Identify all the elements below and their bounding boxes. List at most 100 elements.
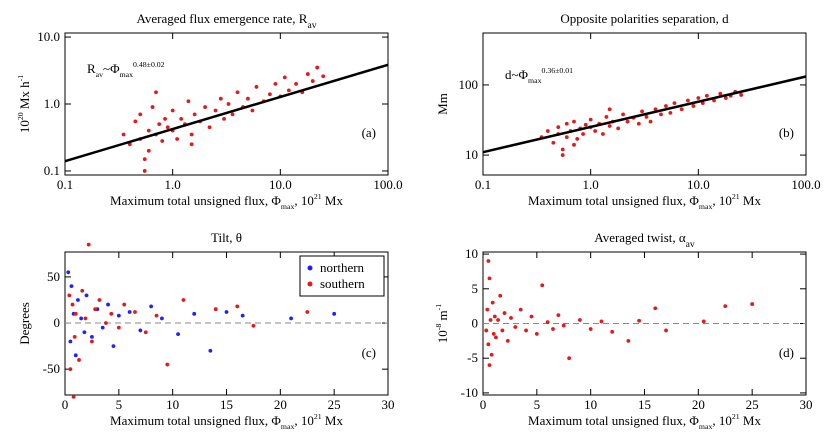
data-point [486,342,491,347]
data-point [67,293,72,298]
legend-label: northern [320,260,365,275]
fit-line [64,63,389,163]
data-point [498,293,503,298]
data-point [588,327,593,331]
data-point [640,109,644,114]
data-point [626,338,631,343]
panel-label: (b) [779,125,794,140]
data-point [700,101,705,106]
data-point [486,259,491,263]
data-point [593,129,598,133]
y-axis-title-part: 10 [17,120,32,133]
x-axis-title-part: , 10 [294,413,314,428]
data-point [653,107,658,112]
x-axis-title-part: Maximum total unsigned flux, Φ [528,413,699,428]
x-tick-label: 25 [328,397,341,412]
plot-frame [482,32,807,176]
data-point [581,132,585,136]
data-point [73,311,78,316]
y-axis-title-part: Mm [435,93,450,115]
data-point [254,85,259,89]
panel-title: Tilt, θ [211,230,242,245]
data-point [71,394,76,399]
data-point [163,116,167,121]
data-point [150,105,155,109]
y-axis-title-part: -8 [434,324,443,331]
fit-annotation-part: max [120,70,134,79]
data-point [80,288,85,293]
data-point [76,298,80,302]
data-point [146,128,151,133]
fit-annotation-part: av [96,70,103,79]
data-point [572,119,576,124]
x-axis-title-part: 21 [732,192,740,201]
data-point [556,313,561,318]
data-point [146,148,151,153]
data-point [723,304,728,309]
data-point [664,328,668,333]
data-point [218,96,223,101]
y-axis-title: Degrees [17,302,32,345]
x-tick-label: 10.0 [687,177,710,192]
data-point [84,293,89,298]
panel-title: Averaged flux emergence rate, Rav [136,11,316,31]
data-point [545,129,550,133]
fit-line [482,75,807,154]
x-axis-title-part: 21 [314,412,322,421]
data-point [127,310,132,314]
data-point [610,329,615,334]
data-point [189,132,194,137]
data-point [485,307,490,312]
data-point [170,108,175,113]
data-point [133,119,138,124]
x-tick-label: 10 [166,397,179,412]
data-point [567,356,572,361]
panel-title-part: Opposite polarities separation, d [560,11,729,26]
data-point [73,353,78,358]
x-axis-title-part: Maximum total unsigned flux, Φ [110,413,281,428]
fit-annotation-part: R [87,61,96,76]
data-point [487,363,492,368]
y-axis-title-part: Mx h [17,81,32,113]
data-point [704,93,709,98]
data-point [69,284,74,289]
data-point [524,328,528,333]
legend-marker [307,265,313,271]
data-point [664,104,668,108]
x-tick-label: 30 [800,397,813,412]
data-point [246,96,250,101]
data-point [305,310,310,314]
panel-label: (d) [779,345,794,360]
data-point [175,137,180,141]
data-point [160,316,164,321]
data-point [179,116,184,121]
data-point [621,112,625,117]
data-point [121,132,126,137]
x-axis-title-part: Mx [322,413,344,428]
x-tick-label: 25 [746,397,759,412]
data-point [207,125,212,130]
y-axis-title-part: -1 [16,75,25,82]
panel-title-part: av [686,239,695,250]
y-axis-title-part: 20 [16,112,25,120]
y-tick-label: 10.0 [37,29,60,44]
data-point [160,139,165,143]
fit-annotation-part: max [528,76,542,85]
x-tick-label: 30 [382,397,395,412]
data-point [192,112,197,117]
panel-title-part: Tilt, θ [211,230,242,245]
data-point [142,169,147,173]
x-axis-title: Maximum total unsigned flux, Φmax, 1021 … [528,412,761,431]
y-tick-label: -10 [461,385,478,400]
y-tick-label: -5 [467,350,478,365]
data-point [186,99,191,104]
x-tick-label: 10.0 [269,177,292,192]
data-point [90,339,94,344]
data-point [192,311,197,316]
data-point [644,115,649,119]
y-axis-title-part: -1 [434,304,443,311]
data-point [718,91,723,96]
data-point [578,318,582,322]
data-point [513,325,518,329]
x-tick-label: 10 [584,397,597,412]
